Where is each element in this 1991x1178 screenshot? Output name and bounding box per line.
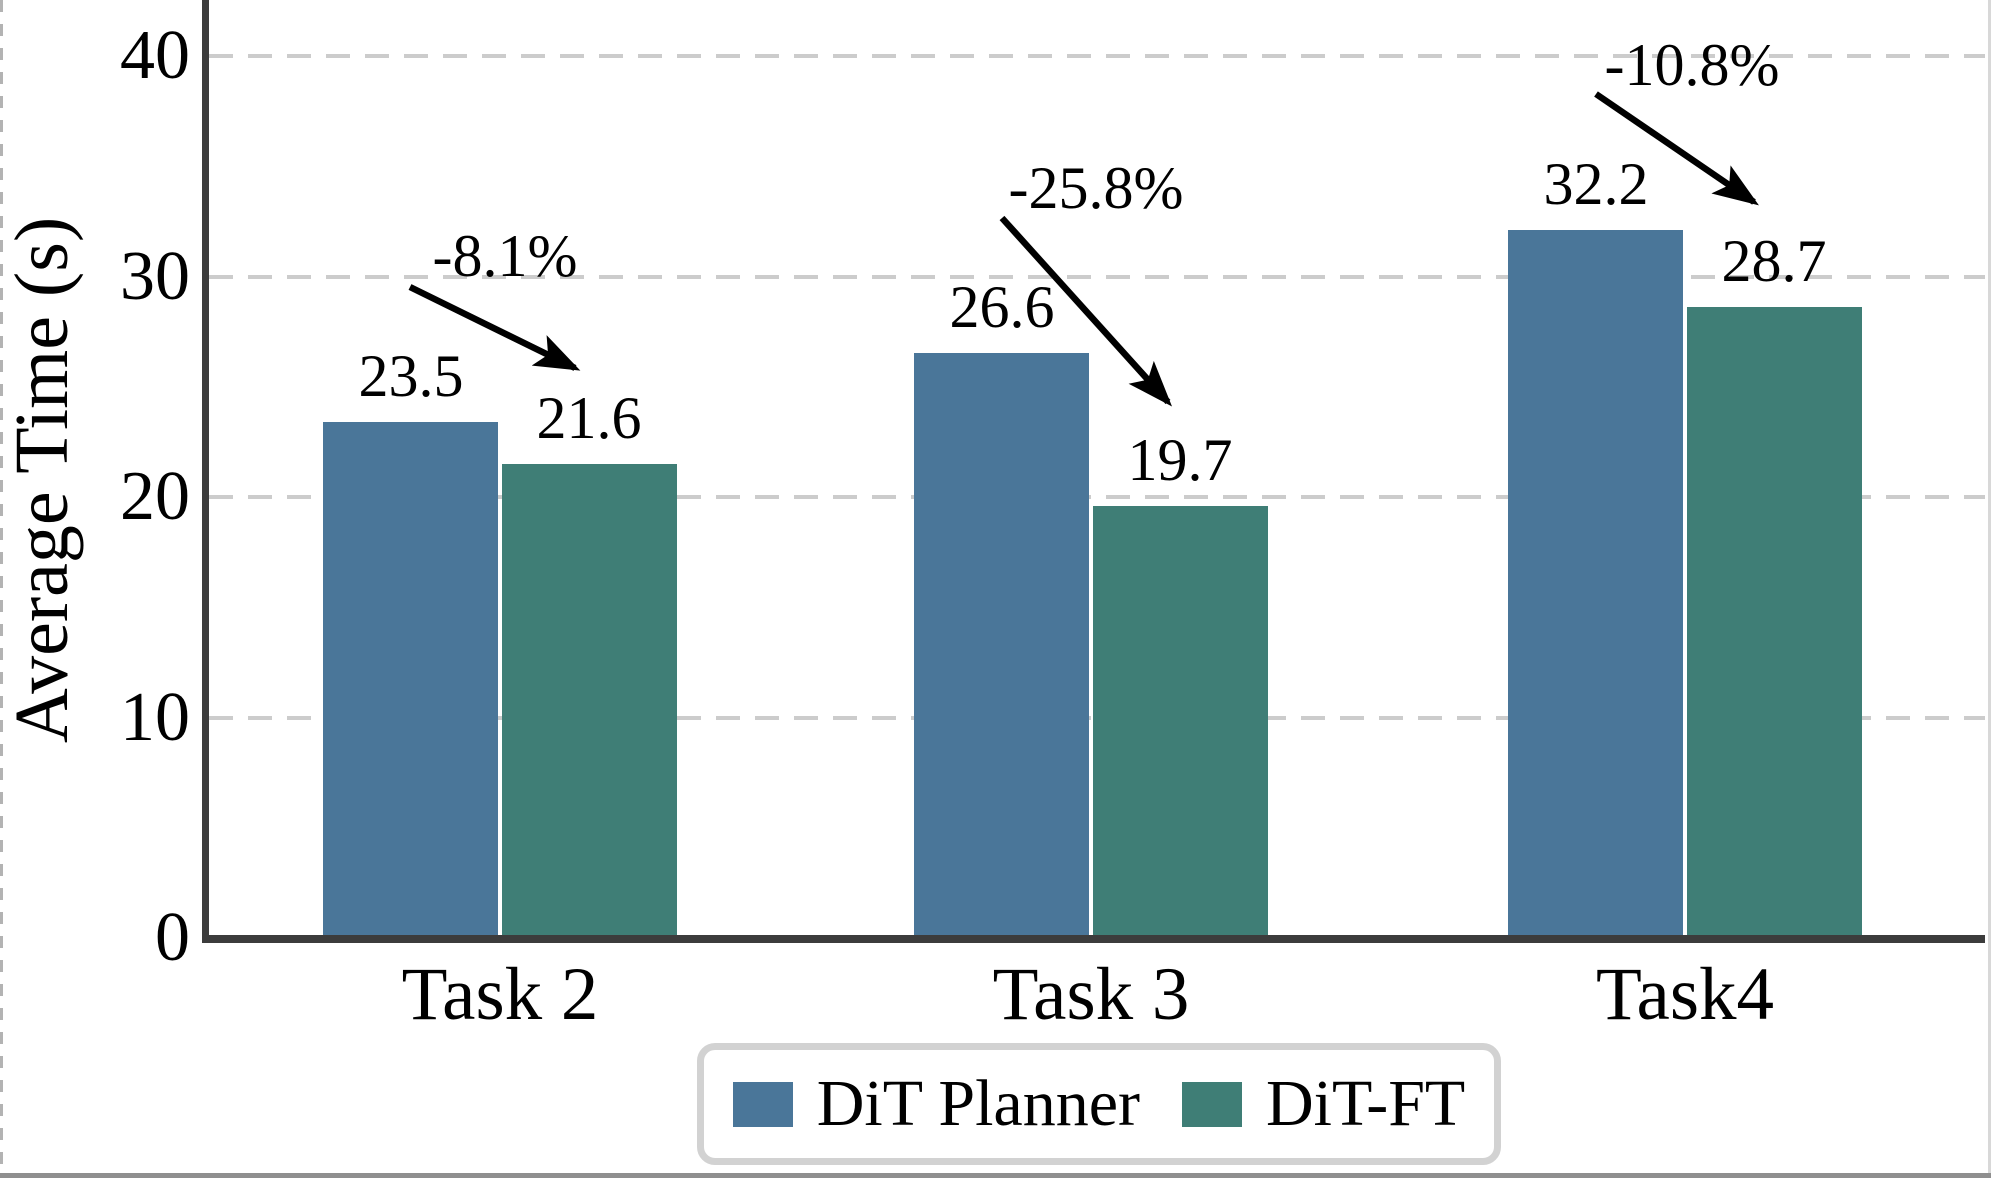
y-tick-30: 30 <box>120 238 190 315</box>
bar-dit-ft-task4 <box>1687 307 1862 940</box>
legend-label-dit-planner: DiT Planner <box>816 1067 1140 1140</box>
bar-dit-ft-task2 <box>502 464 677 940</box>
bar-dit-planner-task4 <box>1508 230 1683 940</box>
x-axis-spine <box>202 935 1985 943</box>
bar-dit-planner-task3 <box>914 353 1089 940</box>
legend-item-dit-planner: DiT Planner <box>732 1067 1140 1140</box>
bar-dit-planner-task2 <box>323 422 498 940</box>
figure-bottom-border <box>0 1173 1991 1178</box>
bar-dit-ft-task3 <box>1093 506 1268 940</box>
percent-annotation-task3: -25.8% <box>1008 155 1184 221</box>
figure-left-dashed-border <box>0 0 3 1178</box>
y-tick-20: 20 <box>120 458 190 535</box>
y-axis-spine <box>202 0 209 943</box>
gridline-20 <box>209 495 1985 499</box>
percent-annotation-task4: -10.8% <box>1604 32 1780 98</box>
value-label-dit-planner-task3: 26.6 <box>949 274 1055 341</box>
value-label-dit-ft-task3: 19.7 <box>1127 426 1233 493</box>
figure-right-border <box>1988 0 1991 1178</box>
y-tick-0: 0 <box>155 899 190 976</box>
legend-swatch-dit-ft <box>1181 1081 1242 1127</box>
percent-annotation-task2: -8.1% <box>432 223 578 289</box>
y-tick-40: 40 <box>120 17 190 94</box>
legend-swatch-dit-planner <box>732 1081 793 1127</box>
y-tick-10: 10 <box>120 679 190 756</box>
value-label-dit-ft-task2: 21.6 <box>536 384 642 451</box>
x-tick-task3: Task 3 <box>992 953 1190 1036</box>
x-tick-task2: Task 2 <box>401 953 599 1036</box>
legend: DiT Planner DiT-FT <box>697 1043 1501 1165</box>
x-tick-task4: Task4 <box>1595 953 1775 1036</box>
legend-item-dit-ft: DiT-FT <box>1181 1067 1466 1140</box>
legend-label-dit-ft: DiT-FT <box>1265 1067 1466 1140</box>
gridline-40 <box>209 54 1985 58</box>
value-label-dit-ft-task4: 28.7 <box>1721 228 1827 295</box>
value-label-dit-planner-task4: 32.2 <box>1543 151 1649 217</box>
